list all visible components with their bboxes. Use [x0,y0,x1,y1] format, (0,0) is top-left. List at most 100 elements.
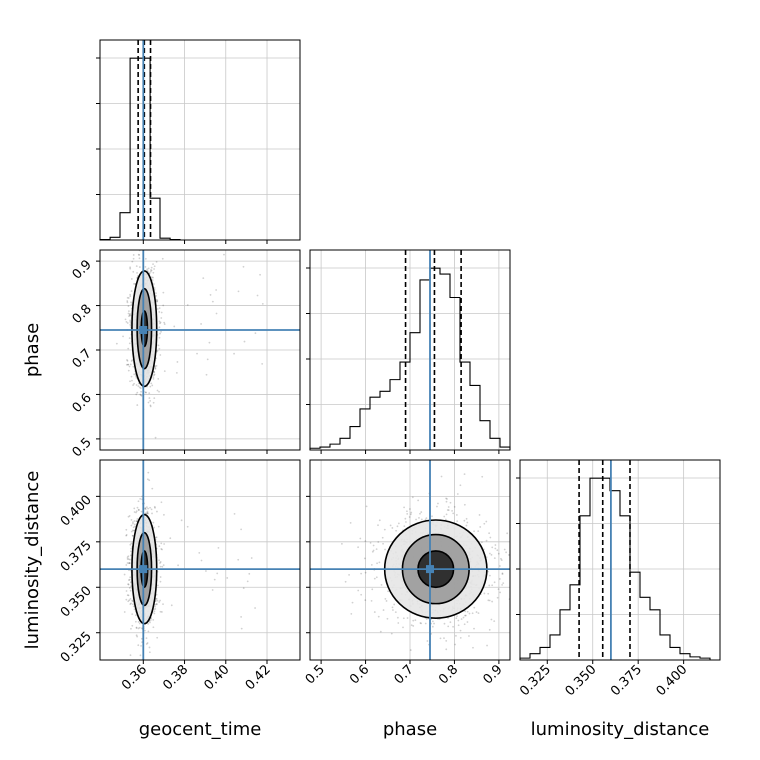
sample-point [173,325,176,328]
sample-point [129,320,132,323]
sample-point [410,624,413,627]
sample-point [154,506,156,509]
sample-point [132,522,134,525]
sample-point [500,557,502,560]
sample-point [155,603,158,606]
sample-point [162,291,165,294]
sample-point [501,583,504,586]
sample-point [132,254,135,256]
sample-point [216,572,219,575]
sample-point [215,289,218,291]
sample-point [133,520,136,522]
sample-point [462,616,465,619]
sample-point [134,375,137,377]
sample-point [501,572,504,575]
sample-point [424,622,427,625]
sample-point [409,508,411,510]
sample-point [488,599,491,602]
sample-point [129,654,132,657]
sample-point [452,625,454,628]
sample-point [457,619,460,622]
sample-point [154,365,157,368]
sample-point [130,585,133,588]
sample-point [369,541,372,544]
sample-point [129,312,131,315]
sample-point [411,496,414,499]
sample-point [404,517,407,520]
sample-point [155,260,158,263]
sample-point [158,326,161,329]
sample-point [473,606,476,609]
sample-point [156,308,159,310]
sample-point [140,394,143,397]
sample-point [160,330,162,333]
y-tick-label: 0.9 [70,257,95,282]
sample-point [153,397,156,400]
sample-point [177,564,179,567]
sample-point [146,510,149,513]
sample-point [381,536,384,539]
sample-point [144,257,147,260]
sample-point [419,622,422,624]
sample-point [152,618,155,621]
sample-point [376,562,378,565]
sample-point [129,554,132,557]
sample-point [139,394,142,396]
sample-point [163,370,166,373]
sample-point [155,602,158,605]
sample-point [370,564,373,566]
sample-point [437,502,439,505]
sample-point [159,599,161,602]
sample-point [406,512,409,515]
sample-point [494,547,497,550]
sample-point [131,624,134,627]
sample-point [211,589,214,591]
sample-point [196,352,198,355]
sample-point [176,361,179,363]
sample-point [145,506,148,509]
sample-point [449,621,452,624]
sample-point [508,554,510,556]
sample-point [158,601,161,603]
sample-point [395,529,398,532]
sample-point [159,576,162,578]
sample-point [418,516,420,519]
sample-point [446,509,449,511]
sample-point [443,637,445,640]
sample-point [489,574,491,577]
sample-point [133,382,135,385]
sample-point [375,576,378,579]
sample-point [135,520,138,522]
sample-point [506,532,509,535]
sample-point [158,559,160,562]
sample-point [371,588,374,591]
sample-point [152,283,155,285]
sample-point [138,626,141,629]
sample-point [128,365,131,368]
sample-point [126,296,129,299]
sample-point [393,603,396,606]
sample-point [152,271,155,274]
sample-point [489,536,492,539]
sample-point [149,621,151,624]
density-luminosity_distance_vs_geocent_time [123,471,256,657]
sample-point [198,551,201,554]
sample-point [397,622,400,624]
density-phase_vs_geocent_time [115,250,264,439]
sample-point [160,542,163,545]
sample-point [153,265,156,268]
sample-point [127,583,130,586]
sample-point [144,512,147,515]
sample-point [377,524,379,527]
sample-point [130,360,133,362]
sample-point [373,611,376,613]
sample-point [135,510,138,513]
sample-point [133,373,136,376]
sample-point [254,332,257,335]
sample-point [433,622,435,625]
sample-point [375,548,378,551]
x-axis-label-phase: phase [383,719,437,740]
sample-point [130,547,133,550]
sample-point [377,615,380,618]
